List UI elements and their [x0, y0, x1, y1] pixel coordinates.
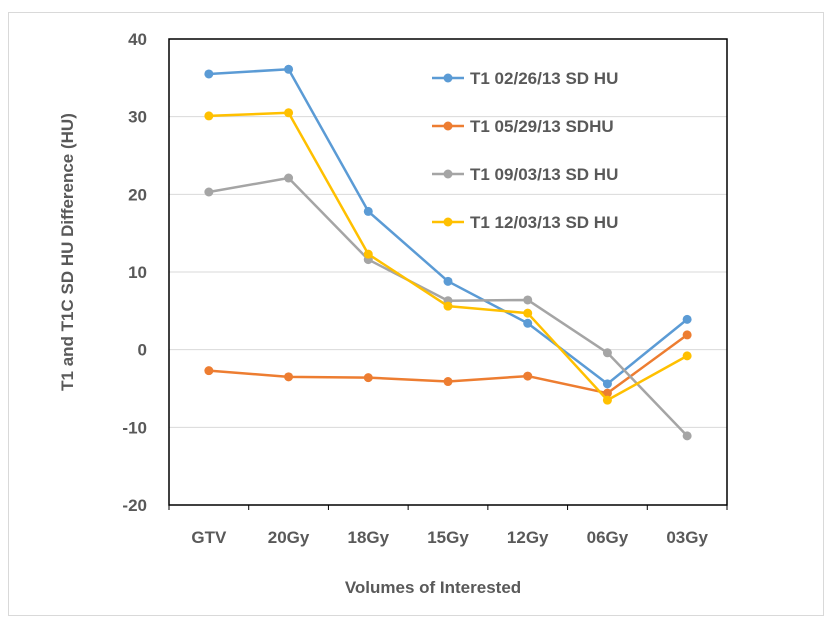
legend-item: T1 09/03/13 SD HU	[432, 165, 618, 184]
series-4	[204, 108, 692, 405]
data-point	[204, 69, 214, 79]
data-point	[523, 318, 533, 328]
x-axis-title: Volumes of Interested	[345, 578, 521, 597]
y-axis-title: T1 and T1C SD HU Difference (HU)	[58, 113, 77, 391]
x-tick-label: 06Gy	[587, 528, 629, 547]
y-tick-label: 40	[128, 30, 147, 49]
data-point	[602, 379, 612, 389]
x-tick-label: 20Gy	[268, 528, 310, 547]
data-point	[363, 206, 373, 216]
x-tick-label: 18Gy	[347, 528, 389, 547]
legend-item: T1 02/26/13 SD HU	[432, 69, 618, 88]
data-point	[363, 373, 373, 383]
legend-swatch-marker	[443, 217, 453, 227]
y-tick-label: 20	[128, 185, 147, 204]
data-point	[602, 348, 612, 358]
x-tick-marks	[168, 505, 728, 510]
data-point	[284, 173, 294, 183]
data-point	[602, 388, 612, 398]
legend-label: T1 12/03/13 SD HU	[470, 213, 618, 232]
data-point	[682, 330, 692, 340]
data-point	[443, 377, 453, 387]
y-tick-label: -20	[122, 496, 147, 515]
y-tick-label: -10	[122, 418, 147, 437]
data-point	[443, 276, 453, 286]
x-tick-label: GTV	[191, 528, 227, 547]
legend-item: T1 12/03/13 SD HU	[432, 213, 618, 232]
data-point	[284, 64, 294, 74]
plot-area	[168, 38, 728, 506]
data-point	[523, 308, 533, 318]
legend-swatch-marker	[443, 121, 453, 131]
data-point	[682, 431, 692, 441]
data-point	[682, 314, 692, 324]
x-tick-label: 12Gy	[507, 528, 549, 547]
y-tick-labels: 40 30 20 10 0 -10 -20	[122, 30, 147, 515]
legend-label: T1 02/26/13 SD HU	[470, 69, 618, 88]
legend-item: T1 05/29/13 SDHU	[432, 117, 614, 136]
data-point	[284, 372, 294, 382]
data-point	[682, 351, 692, 361]
grid-lines	[169, 38, 727, 506]
x-tick-labels: GTV 20Gy 18Gy 15Gy 12Gy 06Gy 03Gy	[191, 528, 708, 547]
data-point	[204, 366, 214, 376]
legend-label: T1 09/03/13 SD HU	[470, 165, 618, 184]
y-tick-label: 30	[128, 108, 147, 127]
data-point	[523, 371, 533, 381]
series-3	[204, 173, 692, 441]
x-tick-label: 15Gy	[427, 528, 469, 547]
y-tick-label: 10	[128, 263, 147, 282]
series-2	[204, 330, 692, 398]
data-point	[284, 108, 294, 118]
legend: T1 02/26/13 SD HU T1 05/29/13 SDHU T1 09/0…	[432, 69, 618, 232]
x-tick-label: 03Gy	[666, 528, 708, 547]
data-point	[204, 111, 214, 121]
data-point	[443, 301, 453, 311]
data-point	[204, 187, 214, 197]
data-point	[602, 395, 612, 405]
y-tick-label: 0	[138, 341, 147, 360]
series-group	[204, 64, 692, 441]
series-line	[208, 111, 688, 402]
data-point	[363, 249, 373, 259]
series-1	[204, 64, 692, 389]
chart-frame	[8, 12, 824, 616]
data-point	[523, 295, 533, 305]
legend-swatch-marker	[443, 73, 453, 83]
legend-label: T1 05/29/13 SDHU	[470, 117, 614, 136]
legend-swatch-marker	[443, 169, 453, 179]
